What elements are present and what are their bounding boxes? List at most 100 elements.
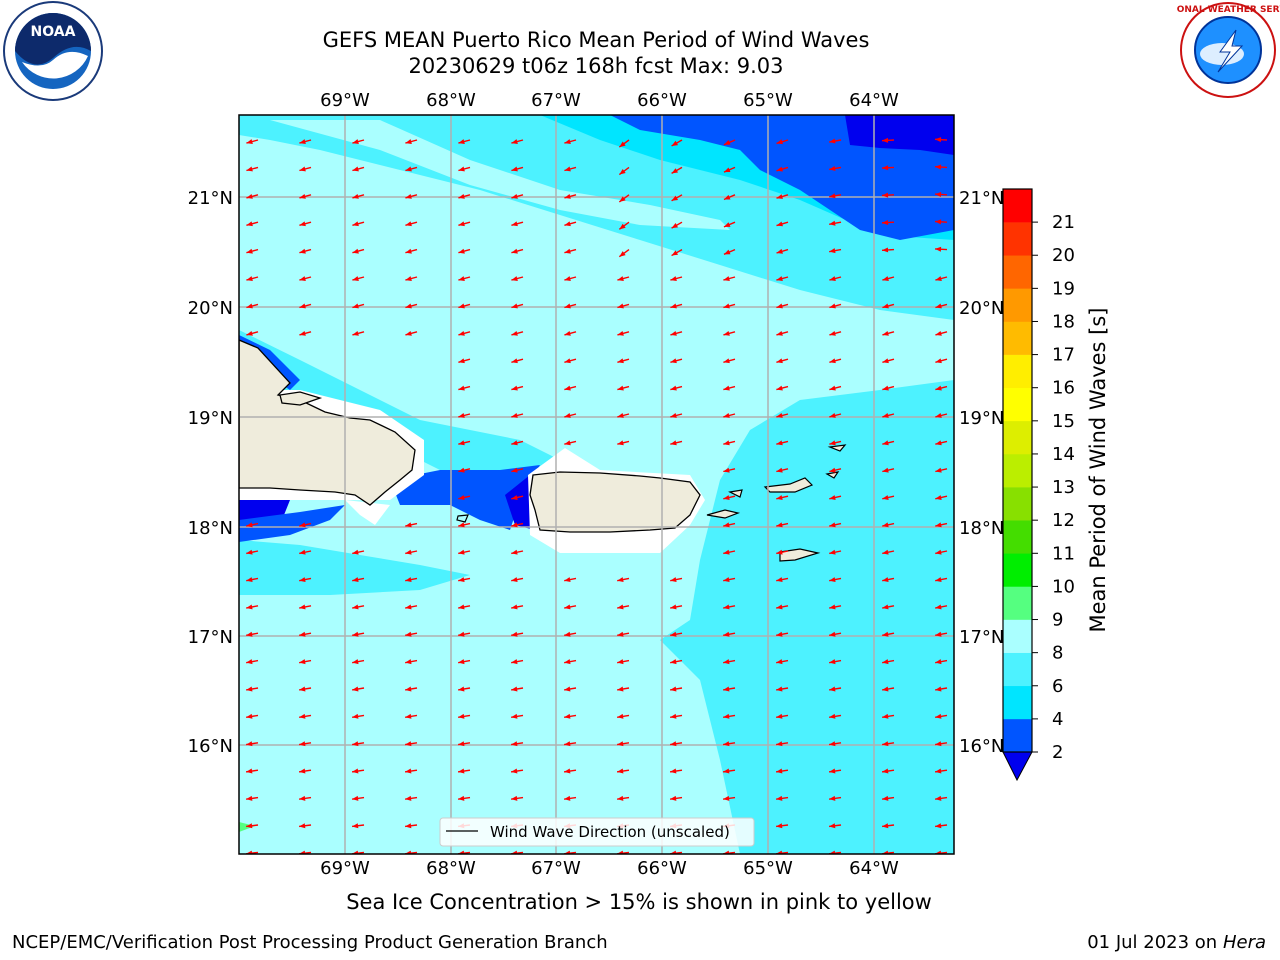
wind-arrow-head [723, 385, 730, 391]
wind-arrow [829, 549, 842, 555]
wind-arrow-head [246, 577, 253, 583]
wind-arrow-head [882, 823, 889, 829]
wind-arrow-head [723, 795, 730, 801]
lon-label-bottom: 64°W [849, 858, 899, 879]
wind-arrow-head [299, 330, 306, 336]
wind-arrow [829, 659, 842, 665]
wind-arrow [829, 165, 842, 171]
wind-arrow [458, 385, 471, 391]
wind-arrow [352, 795, 365, 801]
colorbar-tick-label: 16 [1052, 378, 1075, 399]
wind-arrow [299, 795, 312, 801]
wind-arrow-head [723, 659, 730, 665]
wind-arrow [882, 495, 895, 500]
wind-arrow [564, 221, 577, 227]
wind-arrow-head [935, 823, 942, 829]
wind-arrow-head [564, 413, 571, 418]
wind-arrow [670, 330, 683, 336]
wind-arrow [458, 221, 471, 227]
wind-arrow-head [246, 741, 253, 747]
wind-arrow [458, 741, 471, 747]
wind-arrow [564, 166, 577, 172]
wind-arrow [935, 358, 948, 364]
wind-arrow [882, 303, 895, 309]
wind-arrow [882, 358, 895, 364]
footer-credit: NCEP/EMC/Verification Post Processing Pr… [12, 932, 608, 953]
wind-arrow [299, 330, 312, 336]
wind-arrow-head [723, 604, 730, 610]
wind-arrow [458, 577, 471, 583]
wind-arrow-head [246, 330, 253, 336]
wind-arrow [405, 768, 418, 774]
wind-arrow [352, 741, 365, 747]
wind-arrow-head [882, 795, 889, 801]
wind-arrow [246, 795, 259, 801]
wind-arrow-head [617, 303, 624, 309]
wind-arrow [934, 137, 948, 143]
wind-arrow [829, 713, 842, 719]
wind-arrow-head [670, 440, 677, 446]
wind-arrow-head [776, 768, 783, 774]
wind-arrow [670, 659, 683, 665]
wind-arrow [405, 741, 418, 747]
wind-arrow-head [246, 166, 253, 172]
wind-arrow [670, 577, 683, 583]
wind-arrow [564, 413, 577, 418]
wind-arrow [935, 768, 948, 774]
wind-arrow [246, 713, 259, 719]
wind-arrow [829, 138, 842, 144]
wind-arrow [511, 549, 524, 555]
wind-arrow-head [511, 795, 518, 801]
wind-arrow-head [671, 168, 679, 174]
wind-arrow [776, 221, 789, 227]
colorbar-segment [1003, 685, 1032, 720]
wind-arrow-head [776, 139, 783, 145]
wind-arrow [934, 191, 948, 197]
wave-period-field [239, 115, 954, 854]
wind-arrow-head [829, 385, 836, 391]
wind-arrow-head [405, 522, 412, 528]
wind-arrow-head [935, 659, 942, 665]
wind-arrow [246, 303, 259, 309]
wind-arrow-head [405, 741, 412, 747]
wind-arrow [458, 276, 471, 281]
wind-arrow-head [882, 686, 889, 692]
wind-arrow [511, 768, 524, 774]
wind-arrow [299, 166, 312, 172]
wind-arrow [299, 303, 312, 309]
wind-arrow-head [619, 251, 626, 257]
wind-arrow [723, 522, 736, 528]
wind-arrow [511, 659, 524, 665]
wind-arrow [511, 495, 524, 500]
lat-label-right: 19°N [959, 408, 1004, 429]
wind-arrow-head [776, 194, 783, 199]
lat-label-right: 16°N [959, 736, 1004, 757]
wind-arrow [671, 221, 683, 229]
wind-arrow-head [299, 850, 306, 854]
nws-logo: NATIONAL WEATHER SERVICE [1176, 2, 1280, 98]
wind-arrow [352, 659, 365, 665]
wind-arrow-head [511, 659, 518, 665]
wind-arrow-head [299, 604, 306, 610]
wind-arrow [776, 522, 789, 528]
wind-arrow-head [299, 276, 306, 281]
wind-arrow-head [405, 686, 412, 692]
wind-arrow-head [511, 604, 518, 610]
wind-arrow [671, 194, 683, 202]
wind-arrow-head [564, 193, 571, 199]
wind-arrow [458, 248, 471, 254]
wind-arrow-head [829, 495, 836, 500]
wind-arrow-head [723, 713, 730, 719]
wind-arrow-head [723, 222, 731, 227]
lon-label-bottom: 68°W [426, 858, 476, 879]
colorbar-tick-label: 12 [1052, 510, 1075, 531]
footer-date-text: 01 Jul 2023 on [1087, 932, 1223, 953]
wind-arrow-head [829, 220, 836, 226]
wind-arrow [511, 358, 524, 364]
wind-arrow-head [458, 850, 465, 854]
wind-arrow-head [882, 137, 889, 143]
wind-arrow [458, 631, 471, 637]
wind-arrow [723, 741, 736, 747]
field-band-mona [239, 330, 560, 480]
chart-subtitle: 20230629 t06z 168h fcst Max: 9.03 [408, 54, 784, 78]
